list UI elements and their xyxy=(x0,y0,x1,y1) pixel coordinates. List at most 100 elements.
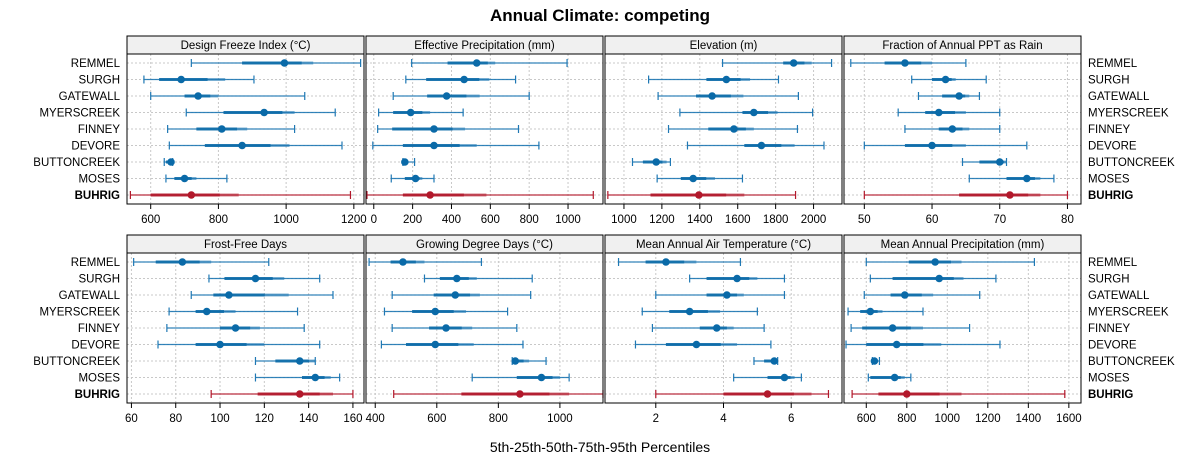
median-point xyxy=(401,158,409,166)
x-tick-label: 60 xyxy=(125,413,138,425)
interval-buttoncreek xyxy=(631,158,672,166)
row-label-right: DEVORE xyxy=(1088,340,1137,352)
median-point xyxy=(431,340,440,349)
row-label-left: BUHRIG xyxy=(75,389,120,401)
panel-title: Design Freeze Index (°C) xyxy=(181,40,311,52)
panel-title: Mean Annual Precipitation (mm) xyxy=(881,239,1045,251)
interval-finney xyxy=(651,324,765,332)
median-point xyxy=(902,390,911,398)
interval-remmel xyxy=(190,59,362,67)
x-tick-label: 1000 xyxy=(547,413,573,425)
x-tick-label: 1600 xyxy=(725,214,751,226)
interval-buttoncreek xyxy=(961,158,1008,166)
panel-4: Fraction of Annual PPT as Rain 50 60 70 80 xyxy=(843,35,1082,226)
median-point xyxy=(901,59,909,67)
median-point xyxy=(900,291,909,299)
interval-buhrig xyxy=(129,191,352,199)
interval-devore xyxy=(845,340,1001,349)
row-label-right: MYERSCREEK xyxy=(1088,108,1169,120)
median-point xyxy=(202,307,211,316)
interval-buhrig xyxy=(607,191,797,199)
row-label-left: FINNEY xyxy=(78,124,121,136)
interval-remmel xyxy=(368,258,483,266)
x-tick-label: 400 xyxy=(442,214,461,226)
panel-title: Elevation (m) xyxy=(690,40,758,52)
median-point xyxy=(685,307,694,316)
panel-title: Frost-Free Days xyxy=(204,239,287,251)
median-point xyxy=(460,75,468,84)
interval-buttoncreek xyxy=(254,357,316,365)
interval-devore xyxy=(380,340,524,349)
panel-5: Frost-Free Days 60 80 100 120 140 160 xyxy=(125,234,365,425)
x-tick-label: 1200 xyxy=(975,413,1001,425)
row-label-right: BUHRIG xyxy=(1088,190,1133,202)
interval-finney xyxy=(377,125,520,133)
row-label-left: BUHRIG xyxy=(75,190,120,202)
median-point xyxy=(511,357,520,365)
median-point xyxy=(935,274,944,283)
median-point xyxy=(770,357,779,365)
median-point xyxy=(178,258,187,266)
median-point xyxy=(187,191,196,199)
median-point xyxy=(689,174,697,183)
row-label-left: MYERSCREEK xyxy=(39,307,120,319)
x-tick-label: 80 xyxy=(169,413,182,425)
interval-moses xyxy=(656,174,744,183)
median-point xyxy=(931,258,939,266)
median-point xyxy=(218,125,226,133)
median-point xyxy=(870,357,879,365)
row-label-left: BUTTONCREEK xyxy=(33,356,120,368)
median-point xyxy=(280,59,289,67)
interval-finney xyxy=(850,324,971,332)
interval-surgh xyxy=(689,274,786,283)
panel-3: Elevation (m) 1000 1200 1400 1600 1800 2000 xyxy=(604,35,843,226)
median-point xyxy=(757,141,766,150)
median-point xyxy=(890,373,899,382)
interval-gatewall xyxy=(657,92,799,100)
x-tick-label: 120 xyxy=(255,413,274,425)
interval-myerscreek xyxy=(679,108,814,117)
median-point xyxy=(730,125,738,133)
median-point xyxy=(442,324,450,332)
x-tick-label: 400 xyxy=(366,413,385,425)
interval-devore xyxy=(372,141,540,150)
interval-surgh xyxy=(869,274,997,283)
panel-title: Fraction of Annual PPT as Rain xyxy=(882,40,1042,52)
interval-moses xyxy=(733,373,802,382)
x-tick-label: 2000 xyxy=(801,214,827,226)
median-point xyxy=(888,324,897,332)
interval-buttoncreek xyxy=(163,158,175,166)
x-tick-label: 800 xyxy=(489,413,508,425)
median-point xyxy=(231,324,240,332)
median-point xyxy=(750,108,758,117)
interval-finney xyxy=(667,125,799,133)
panel-frame xyxy=(365,53,604,205)
x-tick-label: 600 xyxy=(427,413,446,425)
interval-myerscreek xyxy=(641,307,758,316)
median-point xyxy=(692,340,701,349)
interval-myerscreek xyxy=(847,307,924,316)
median-point xyxy=(216,340,224,349)
row-label-left: BUTTONCREEK xyxy=(33,157,120,169)
median-point xyxy=(723,291,731,299)
interval-surgh xyxy=(208,274,321,283)
panel-8: Mean Annual Precipitation (mm) 600 800 1000… xyxy=(843,234,1082,425)
interval-buttoncreek xyxy=(870,357,881,365)
interval-buhrig xyxy=(655,390,830,398)
interval-buhrig xyxy=(863,191,1069,199)
interval-finney xyxy=(166,324,305,332)
interval-gatewall xyxy=(917,92,981,100)
median-point xyxy=(941,75,950,84)
median-point xyxy=(194,92,202,100)
panel-frame xyxy=(604,53,843,205)
interval-gatewall xyxy=(391,291,532,299)
interval-buttoncreek xyxy=(511,357,547,365)
row-label-left: SURGH xyxy=(78,274,120,286)
row-label-right: MYERSCREEK xyxy=(1088,307,1169,319)
median-point xyxy=(426,191,434,199)
interval-devore xyxy=(686,141,825,150)
x-tick-label: 50 xyxy=(858,214,871,226)
interval-surgh xyxy=(423,274,533,283)
row-label-left: SURGH xyxy=(78,75,120,87)
